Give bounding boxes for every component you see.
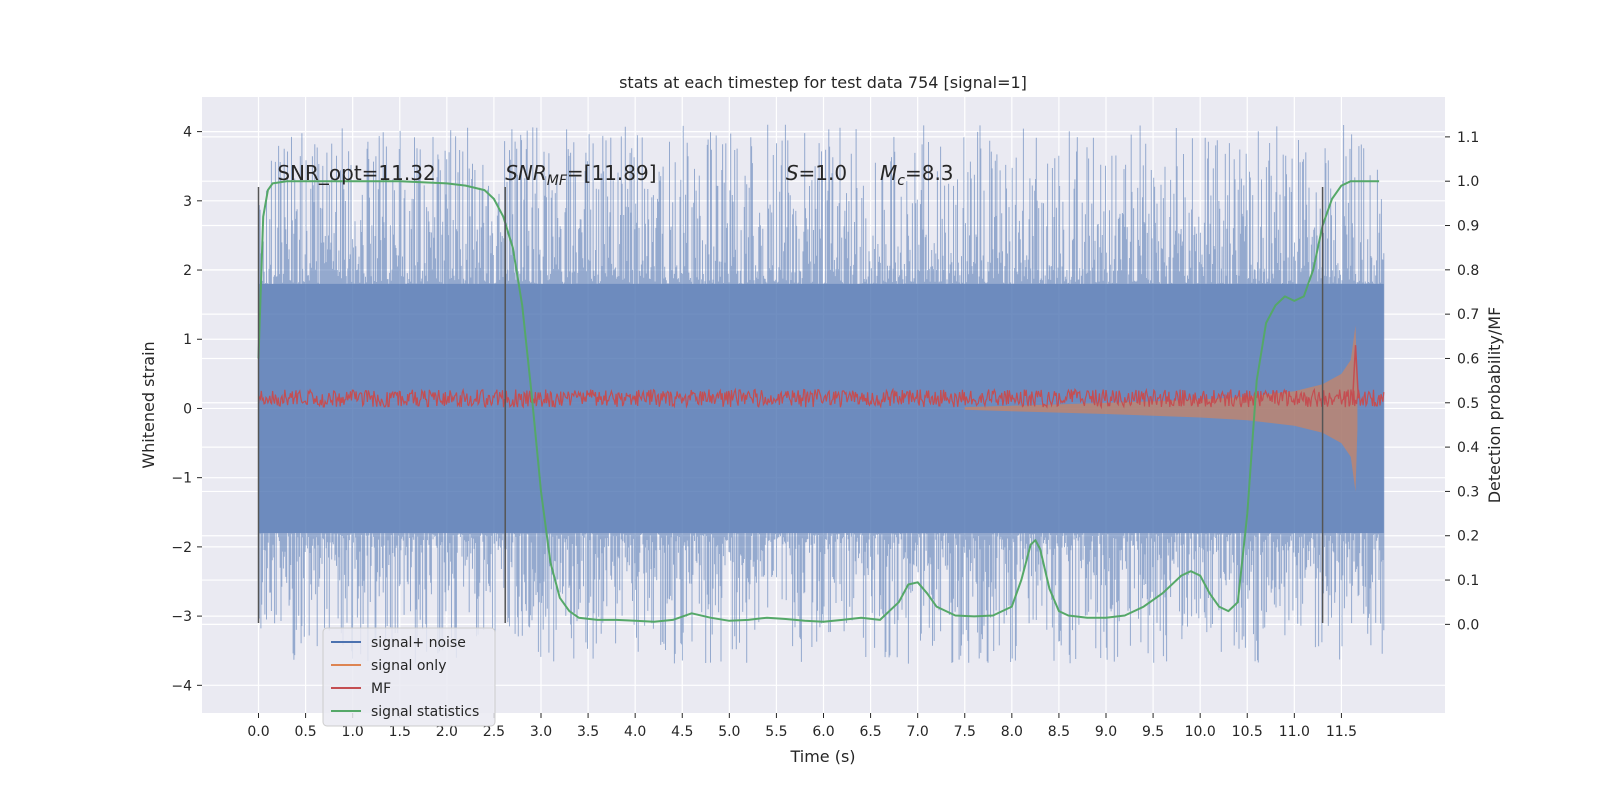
x-tick-label: 10.0 bbox=[1185, 724, 1216, 740]
x-tick-labels: 0.0 0.5 1.0 1.5 2.0 2.5 3.0 3.5 4.0 4.5 5.0 5.5 6.0 6… bbox=[247, 713, 1357, 740]
y-left-tick-label: 3 bbox=[183, 194, 192, 210]
legend-label: MF bbox=[371, 681, 391, 697]
x-tick-label: 11.0 bbox=[1279, 724, 1310, 740]
legend-label: signal only bbox=[371, 658, 446, 674]
series-mf bbox=[257, 345, 1385, 410]
x-tick-label: 3.0 bbox=[530, 724, 552, 740]
signal-envelope bbox=[964, 325, 1358, 492]
annotation: S=1.0 bbox=[786, 161, 847, 185]
x-tick-label: 0.5 bbox=[294, 724, 316, 740]
y-left-tick-label: 1 bbox=[183, 332, 192, 348]
x-tick-label: 1.0 bbox=[342, 724, 364, 740]
vertical-markers bbox=[257, 186, 1324, 624]
x-tick-label: 8.0 bbox=[1001, 724, 1023, 740]
y-left-tick-label: 0 bbox=[183, 401, 192, 417]
chart-title: stats at each timestep for test data 754… bbox=[619, 73, 1027, 92]
y-left-tick-labels: 4 3 2 1 0 −1 −2 −3 −4 bbox=[171, 125, 202, 694]
x-tick-label: 3.5 bbox=[577, 724, 599, 740]
y-right-tick-label: 0.0 bbox=[1457, 617, 1479, 633]
series-layer bbox=[257, 124, 1385, 664]
series-signal-statistics bbox=[257, 180, 1380, 623]
y-left-tick-label: −4 bbox=[171, 678, 192, 694]
y-right-tick-labels: 1.1 1.0 0.9 0.8 0.7 0.6 0.5 0.4 0.3 0.2 0.1 0.0 bbox=[1445, 130, 1479, 633]
x-tick-label: 11.5 bbox=[1326, 724, 1357, 740]
y-left-tick-label: 2 bbox=[183, 263, 192, 279]
annotation: SNRMF=[11.89] bbox=[505, 161, 656, 189]
y-left-tick-label: −2 bbox=[171, 540, 192, 556]
x-axis-title: Time (s) bbox=[789, 747, 855, 766]
x-tick-label: 8.5 bbox=[1048, 724, 1070, 740]
x-tick-label: 7.0 bbox=[907, 724, 929, 740]
y-right-tick-label: 0.1 bbox=[1457, 573, 1479, 589]
x-tick-label: 2.5 bbox=[483, 724, 505, 740]
mf-line bbox=[257, 387, 1385, 410]
x-tick-label: 2.0 bbox=[436, 724, 458, 740]
x-tick-label: 6.0 bbox=[812, 724, 834, 740]
x-tick-label: 4.5 bbox=[671, 724, 693, 740]
legend-label: signal+ noise bbox=[371, 635, 466, 651]
y-left-tick-label: −1 bbox=[171, 471, 192, 487]
y-right-tick-label: 0.2 bbox=[1457, 529, 1479, 545]
signal-statistics-line bbox=[257, 180, 1380, 623]
annotation: SNR_opt=11.32 bbox=[277, 161, 435, 185]
legend-label: signal statistics bbox=[371, 704, 479, 720]
y-left-tick-label: 4 bbox=[183, 125, 192, 141]
annotation: Mc=8.3 bbox=[880, 161, 954, 189]
annotations: SNR_opt=11.32 SNRMF=[11.89] S=1.0 Mc=8.3 bbox=[277, 161, 953, 189]
x-tick-label: 9.0 bbox=[1095, 724, 1117, 740]
y-right-tick-label: 0.3 bbox=[1457, 484, 1479, 500]
y-right-axis-title: Detection probability/MF bbox=[1485, 307, 1504, 504]
x-tick-label: 5.5 bbox=[765, 724, 787, 740]
mf-peak bbox=[1351, 345, 1360, 399]
x-tick-label: 1.5 bbox=[389, 724, 411, 740]
x-tick-label: 9.5 bbox=[1142, 724, 1164, 740]
x-tick-label: 5.0 bbox=[718, 724, 740, 740]
x-tick-label: 0.0 bbox=[247, 724, 269, 740]
x-tick-label: 7.5 bbox=[954, 724, 976, 740]
legend: signal+ noise signal only MF signal statist… bbox=[322, 627, 496, 727]
x-tick-label: 6.5 bbox=[859, 724, 881, 740]
y-right-tick-label: 1.1 bbox=[1457, 130, 1479, 146]
x-tick-label: 10.5 bbox=[1232, 724, 1263, 740]
y-left-tick-label: −3 bbox=[171, 609, 192, 625]
y-right-tick-label: 0.6 bbox=[1457, 351, 1479, 367]
y-right-tick-label: 1.0 bbox=[1457, 174, 1479, 190]
y-right-tick-label: 0.4 bbox=[1457, 440, 1479, 456]
y-right-tick-label: 0.8 bbox=[1457, 263, 1479, 279]
y-left-axis-title: Whitened strain bbox=[139, 341, 158, 468]
y-right-tick-label: 0.9 bbox=[1457, 219, 1479, 235]
y-right-tick-label: 0.7 bbox=[1457, 307, 1479, 323]
x-tick-label: 4.0 bbox=[624, 724, 646, 740]
y-right-tick-label: 0.5 bbox=[1457, 396, 1479, 412]
series-signal-only bbox=[964, 325, 1358, 492]
legend-box bbox=[322, 627, 496, 727]
